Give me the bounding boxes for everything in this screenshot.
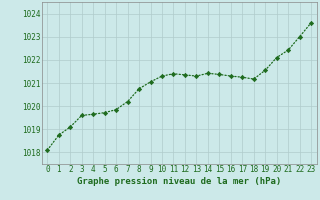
X-axis label: Graphe pression niveau de la mer (hPa): Graphe pression niveau de la mer (hPa)	[77, 177, 281, 186]
